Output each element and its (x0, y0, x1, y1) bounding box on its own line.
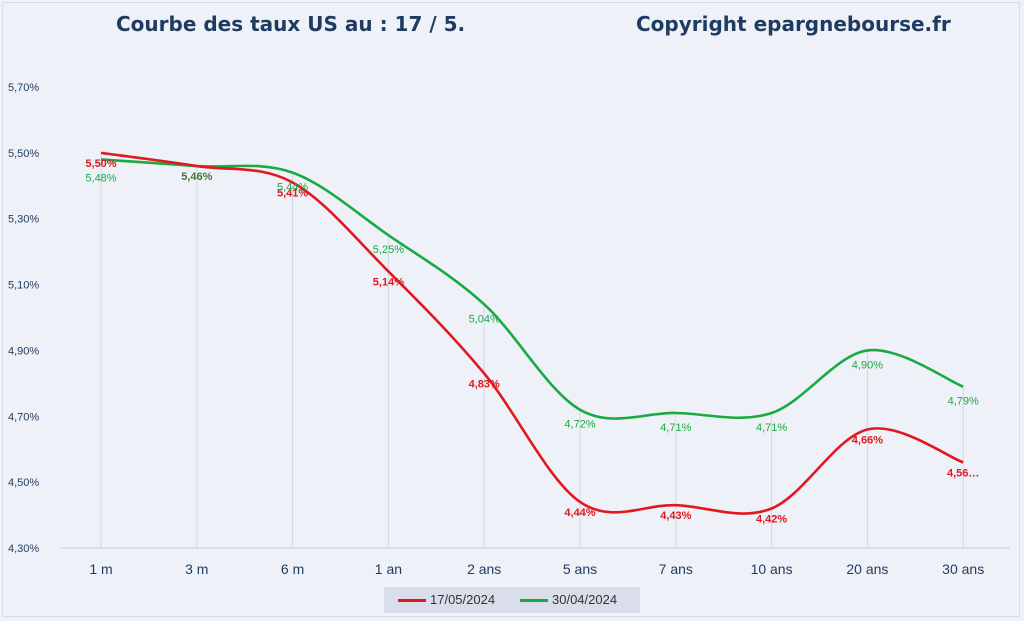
y-tick-label: 5,50% (8, 148, 39, 160)
data-label: 4,71% (660, 422, 691, 434)
x-tick-label: 30 ans (942, 561, 984, 577)
data-label: 5,04% (469, 313, 500, 325)
y-tick-label: 5,70% (8, 82, 39, 94)
copyright-text: Copyright epargnebourse.fr (636, 12, 951, 36)
data-label: 4,72% (564, 419, 595, 431)
series-line-2 (100, 158, 964, 420)
legend-label-series-2: 30/04/2024 (552, 592, 618, 607)
data-label: 4,44% (564, 507, 595, 519)
x-tick-label: 2 ans (467, 561, 501, 577)
x-tick-label: 1 m (89, 561, 112, 577)
data-label: 4,79% (948, 396, 979, 408)
x-tick-label: 1 an (375, 561, 402, 577)
legend-item-series-1: 17/05/2024 (398, 592, 495, 607)
x-tick-label: 5 ans (563, 561, 597, 577)
y-tick-label: 4,70% (8, 411, 39, 423)
data-label: 5,46% (181, 171, 212, 183)
data-label: 5,25% (373, 244, 404, 256)
data-label: 5,14% (373, 276, 404, 288)
legend-item-series-2: 30/04/2024 (520, 592, 617, 607)
y-tick-label: 5,30% (8, 214, 39, 226)
legend-swatch-series-1 (398, 599, 426, 603)
chart-title: Courbe des taux US au : 17 / 5. (116, 12, 466, 36)
legend-swatch-series-2 (520, 599, 548, 603)
data-label: 4,56… (947, 467, 979, 479)
series-line-1 (100, 151, 964, 515)
data-label: 5,48% (85, 172, 116, 184)
data-label: 4,71% (756, 422, 787, 434)
data-label: 4,66% (852, 434, 883, 446)
data-label: 5,44% (277, 182, 308, 194)
data-label: 4,42% (756, 513, 787, 525)
data-label: 4,90% (852, 359, 883, 371)
chart-legend: 17/05/2024 30/04/2024 (384, 587, 640, 613)
data-label: 5,41% (277, 187, 308, 199)
data-label: 5,50% (85, 158, 116, 170)
y-tick-label: 5,10% (8, 280, 39, 292)
y-tick-label: 4,30% (8, 543, 39, 555)
x-tick-label: 10 ans (751, 561, 793, 577)
x-tick-label: 20 ans (846, 561, 888, 577)
x-tick-label: 7 ans (659, 561, 693, 577)
chart-header: Courbe des taux US au : 17 / 5. Copyrigh… (0, 12, 1024, 42)
x-tick-label: 6 m (281, 561, 304, 577)
legend-label-series-1: 17/05/2024 (430, 592, 496, 607)
y-tick-label: 4,50% (8, 477, 39, 489)
data-label: 4,43% (660, 510, 691, 522)
data-label: 4,83% (469, 378, 500, 390)
x-tick-label: 3 m (185, 561, 208, 577)
y-tick-label: 4,90% (8, 345, 39, 357)
